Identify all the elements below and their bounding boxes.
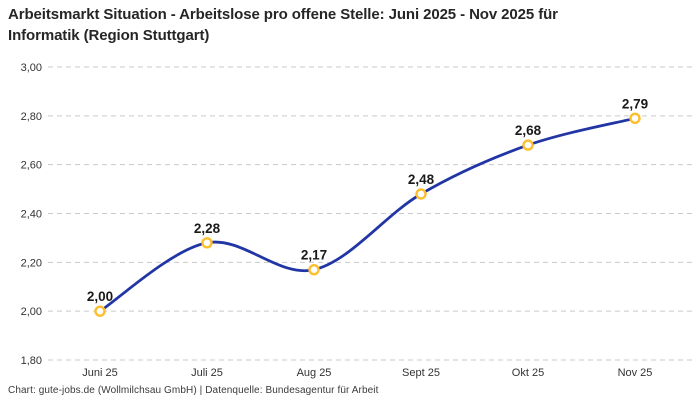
y-tick-label: 3,00 bbox=[21, 62, 42, 74]
x-tick-label: Juli 25 bbox=[191, 367, 223, 379]
x-tick-label: Sept 25 bbox=[402, 367, 440, 379]
data-point-label: 2,79 bbox=[622, 96, 648, 111]
y-tick-label: 2,40 bbox=[21, 209, 42, 221]
series-line bbox=[98, 116, 637, 313]
data-point-marker bbox=[522, 139, 534, 151]
data-point-marker bbox=[308, 264, 320, 276]
data-point-label: 2,68 bbox=[515, 123, 542, 138]
y-tick-label: 1,80 bbox=[21, 355, 42, 367]
data-point-marker bbox=[629, 112, 641, 125]
x-tick-label: Juni 25 bbox=[82, 367, 117, 379]
x-tick-label: Okt 25 bbox=[512, 367, 544, 379]
data-point-label: 2,48 bbox=[408, 172, 435, 187]
chart-title: Arbeitsmarkt Situation - Arbeitslose pro… bbox=[8, 6, 558, 44]
chart-attribution: Chart: gute-jobs.de (Wollmilchsau GmbH) … bbox=[8, 385, 379, 396]
data-point-label: 2,17 bbox=[301, 248, 327, 263]
y-tick-label: 2,20 bbox=[21, 257, 42, 269]
x-tick-label: Aug 25 bbox=[297, 367, 332, 379]
y-tick-label: 2,00 bbox=[21, 306, 42, 318]
y-tick-label: 2,60 bbox=[21, 160, 42, 172]
x-tick-label: Nov 25 bbox=[618, 367, 653, 379]
y-tick-label: 2,80 bbox=[21, 111, 42, 123]
data-point-marker bbox=[415, 188, 427, 200]
data-point-label: 2,00 bbox=[87, 289, 113, 304]
data-point-marker bbox=[94, 305, 106, 317]
data-point-label: 2,28 bbox=[194, 221, 221, 236]
data-point-marker bbox=[201, 237, 213, 249]
